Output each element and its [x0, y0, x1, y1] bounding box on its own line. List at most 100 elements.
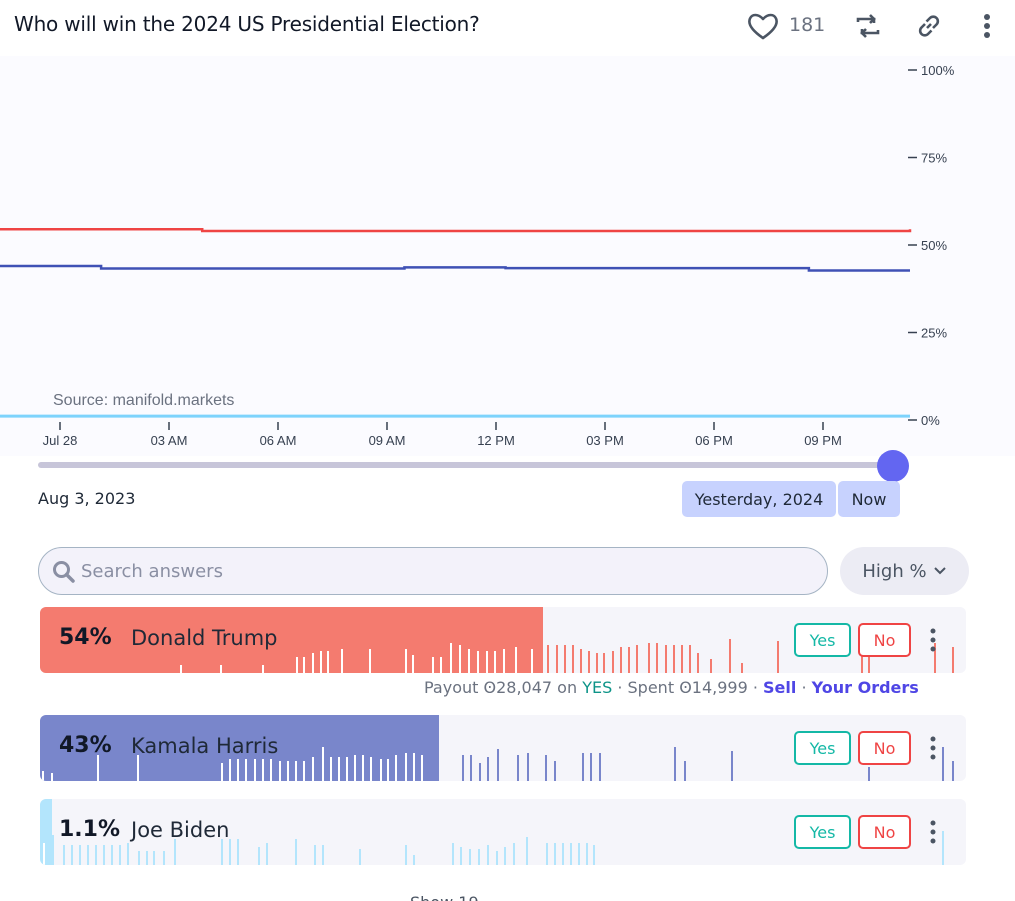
volume-spike — [648, 643, 650, 673]
answer-more-icon[interactable] — [928, 818, 938, 846]
volume-spike — [477, 651, 479, 673]
volume-spike — [546, 843, 548, 865]
volume-spike — [469, 849, 471, 865]
series-line — [0, 228, 912, 233]
heart-icon[interactable] — [746, 10, 780, 42]
more-options-icon[interactable] — [976, 10, 998, 42]
sell-link[interactable]: Sell — [763, 678, 797, 697]
search-icon — [53, 561, 75, 583]
yes-button[interactable]: Yes — [794, 815, 851, 849]
volume-spike — [320, 651, 322, 673]
volume-spike — [380, 759, 382, 781]
volume-spike — [942, 831, 944, 865]
volume-spike — [731, 751, 733, 781]
volume-spike — [590, 753, 592, 781]
answer-probability: 1.1% — [59, 817, 121, 842]
volume-spike — [180, 665, 182, 673]
link-icon[interactable] — [913, 10, 945, 42]
answer-more-icon[interactable] — [928, 626, 938, 654]
volume-spike — [554, 761, 556, 781]
yes-button[interactable]: Yes — [794, 731, 851, 765]
show-more-button[interactable]: Show 19 — [410, 893, 479, 901]
volume-spike — [673, 645, 675, 673]
volume-spike — [570, 843, 572, 865]
volume-spike — [42, 771, 44, 781]
volume-spike — [612, 651, 614, 673]
x-tick-label: 03 AM — [151, 433, 188, 448]
trade-volume-spikes — [42, 747, 954, 781]
volume-spike — [229, 839, 231, 865]
volume-spike — [593, 845, 595, 865]
x-tick-label: 06 AM — [260, 433, 297, 448]
volume-spike — [322, 845, 324, 865]
sort-dropdown[interactable]: High % — [840, 547, 969, 595]
series-line — [0, 264, 910, 272]
volume-spike — [562, 843, 564, 865]
volume-spike — [674, 747, 676, 781]
answer-more-icon[interactable] — [928, 734, 938, 762]
y-tick-label: 50% — [921, 238, 947, 253]
answer-row-trump[interactable]: 54% Donald Trump — [40, 607, 966, 673]
yes-button[interactable]: Yes — [794, 623, 851, 657]
volume-spike — [287, 761, 289, 781]
volume-spike — [459, 645, 461, 673]
volume-spike — [741, 663, 743, 673]
volume-spike — [497, 749, 499, 781]
volume-spike — [868, 653, 870, 673]
volume-spike — [327, 651, 329, 673]
volume-spike — [462, 755, 464, 781]
volume-spike — [229, 759, 231, 781]
volume-spike — [527, 753, 529, 781]
market-header: Who will win the 2024 US Presidential El… — [0, 0, 1015, 56]
volume-spike — [137, 755, 139, 781]
volume-spike — [237, 759, 239, 781]
probability-chart[interactable]: 100% 75% 50% 25% 0% Jul 28 03 AM 06 AM 09 AM 12 P… — [0, 56, 1015, 456]
your-orders-link[interactable]: Your Orders — [811, 678, 919, 697]
volume-spike — [221, 839, 223, 865]
volume-spike — [296, 657, 298, 673]
volume-spike — [303, 657, 305, 673]
volume-spike — [119, 845, 121, 865]
yesterday-button[interactable]: Yesterday, 2024 — [682, 481, 836, 517]
no-button[interactable]: No — [858, 731, 911, 765]
volume-spike — [405, 845, 407, 865]
volume-spike — [504, 847, 506, 865]
volume-spike — [487, 757, 489, 781]
volume-spike — [370, 757, 372, 781]
y-tick-label: 25% — [921, 326, 947, 341]
volume-spike — [503, 649, 505, 673]
volume-spike — [547, 645, 549, 673]
volume-spike — [413, 855, 415, 865]
volume-spike — [486, 651, 488, 673]
likes-count: 181 — [789, 14, 826, 36]
no-button[interactable]: No — [858, 815, 911, 849]
no-button[interactable]: No — [858, 623, 911, 657]
volume-spike — [97, 755, 99, 781]
search-answers-input[interactable]: Search answers — [38, 547, 828, 595]
time-slider-handle[interactable] — [877, 450, 909, 482]
volume-spike — [942, 747, 944, 781]
volume-spike — [346, 757, 348, 781]
volume-spike — [338, 757, 340, 781]
volume-spike — [656, 643, 658, 673]
repost-icon[interactable] — [852, 10, 884, 42]
answer-probability: 43% — [59, 733, 112, 758]
time-slider-track[interactable] — [38, 462, 898, 468]
volume-spike — [586, 843, 588, 865]
volume-spike — [689, 645, 691, 673]
volume-spike — [952, 761, 954, 781]
volume-spike — [71, 845, 73, 865]
chart-source-label: Source: manifold.markets — [53, 392, 234, 409]
chevron-down-icon — [933, 567, 946, 575]
search-placeholder: Search answers — [81, 561, 223, 582]
volume-spike — [51, 773, 53, 781]
start-date-label: Aug 3, 2023 — [38, 489, 136, 508]
now-button[interactable]: Now — [838, 481, 900, 517]
volume-spike — [266, 843, 268, 865]
volume-spike — [405, 753, 407, 781]
x-tick-label: Jul 28 — [43, 433, 78, 448]
volume-spike — [556, 645, 558, 673]
volume-spike — [153, 851, 155, 865]
volume-spike — [138, 851, 140, 865]
separator: · — [752, 678, 764, 697]
